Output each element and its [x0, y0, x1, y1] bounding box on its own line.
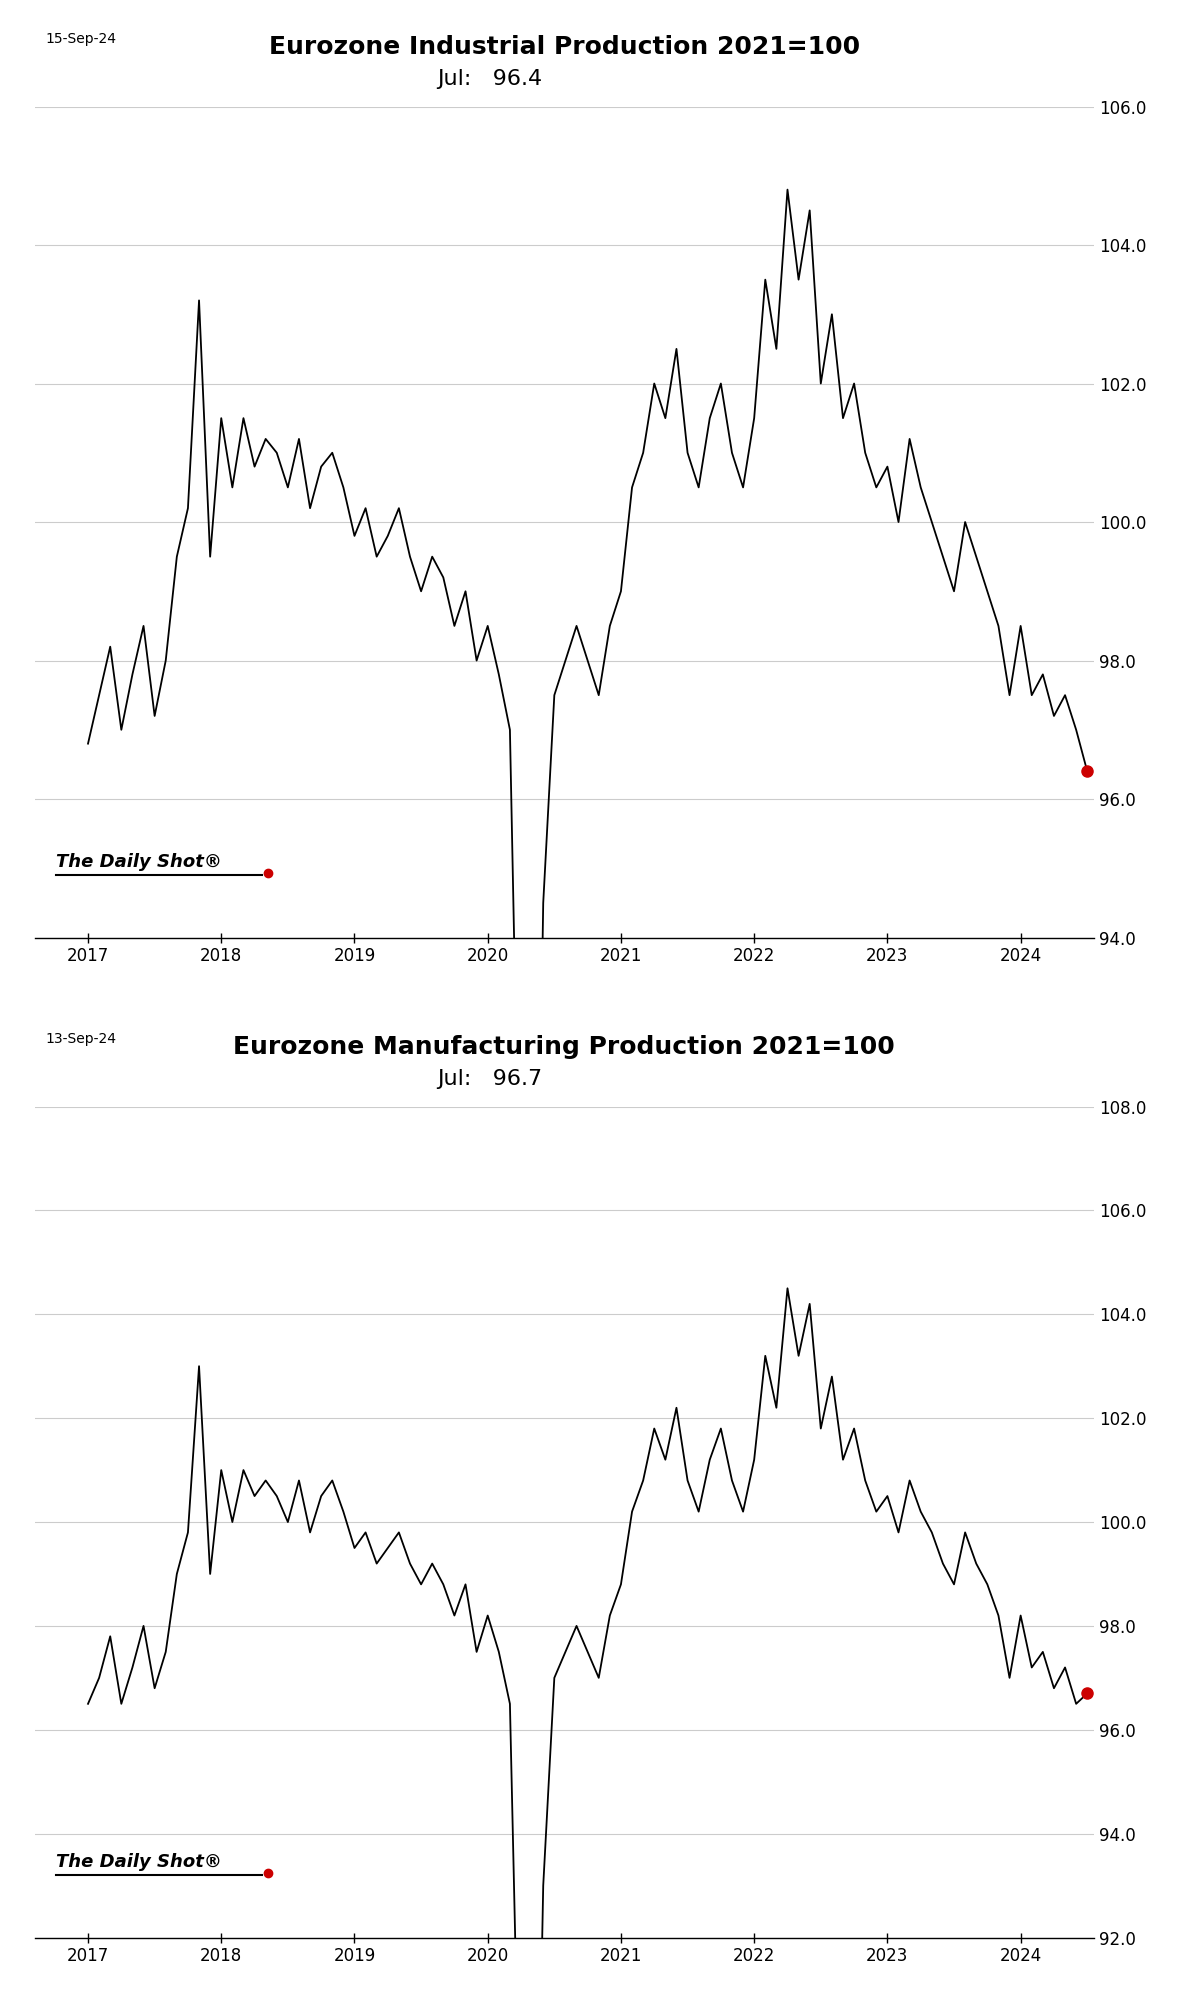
Title: Eurozone Industrial Production 2021=100: Eurozone Industrial Production 2021=100 — [269, 34, 860, 58]
Text: The Daily Shot®: The Daily Shot® — [56, 1854, 222, 1872]
Text: Jul:   96.4: Jul: 96.4 — [437, 70, 542, 90]
Text: 13-Sep-24: 13-Sep-24 — [45, 1032, 116, 1046]
Text: 15-Sep-24: 15-Sep-24 — [45, 32, 116, 46]
Title: Eurozone Manufacturing Production 2021=100: Eurozone Manufacturing Production 2021=1… — [234, 1034, 895, 1058]
Text: Jul:   96.7: Jul: 96.7 — [437, 1070, 542, 1090]
Text: The Daily Shot®: The Daily Shot® — [56, 854, 222, 872]
